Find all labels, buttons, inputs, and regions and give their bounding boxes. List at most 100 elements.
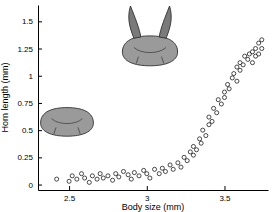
- x-tick-label: 2.5: [64, 194, 76, 203]
- point: [210, 119, 214, 123]
- point: [179, 165, 183, 169]
- point: [212, 106, 216, 110]
- y-tick-mark: [38, 157, 42, 158]
- point: [257, 52, 261, 56]
- y-tick-mark: [38, 130, 42, 131]
- y-tick-label: 0.75: [17, 99, 33, 108]
- y-axis-line: [38, 6, 39, 191]
- x-axis-title: Body size (mm): [122, 202, 185, 212]
- y-tick-mark: [38, 103, 42, 104]
- y-tick-mark: [38, 185, 42, 186]
- point: [191, 144, 195, 148]
- point: [95, 177, 99, 181]
- y-tick-label: 1.25: [17, 45, 33, 54]
- beetle-body: [122, 36, 177, 66]
- x-tick: 2.5: [64, 186, 76, 203]
- point: [157, 172, 161, 176]
- point: [111, 178, 115, 182]
- point: [198, 137, 202, 141]
- point: [241, 63, 245, 67]
- x-tick-label: 3.5: [219, 194, 231, 203]
- point: [132, 171, 136, 175]
- point: [226, 82, 230, 86]
- point: [194, 148, 198, 152]
- point: [243, 54, 247, 58]
- point: [145, 172, 149, 176]
- y-tick-label: 1: [29, 72, 34, 81]
- beetle-horns: [129, 6, 171, 38]
- point: [207, 123, 211, 127]
- y-tick: 1.5: [22, 17, 42, 26]
- beetle-detail: [134, 47, 166, 63]
- point: [114, 172, 118, 176]
- y-tick: 0.5: [22, 126, 42, 135]
- x-tick-mark: [224, 186, 225, 190]
- y-tick-label: 0: [29, 181, 34, 190]
- point: [163, 169, 167, 173]
- point: [219, 102, 223, 106]
- y-tick: 1.25: [17, 45, 42, 54]
- y-tick-mark: [38, 76, 42, 77]
- point: [246, 57, 250, 61]
- point: [83, 176, 87, 180]
- point: [129, 177, 133, 181]
- point: [222, 95, 226, 99]
- point: [215, 111, 219, 115]
- point: [101, 176, 105, 180]
- y-tick: 0.25: [17, 153, 42, 162]
- point: [232, 72, 236, 76]
- point: [222, 90, 226, 94]
- point: [235, 79, 239, 83]
- point: [98, 172, 102, 176]
- y-tick: 0: [29, 181, 42, 190]
- x-tick: 3: [145, 186, 150, 203]
- x-tick-mark: [69, 186, 70, 190]
- point: [250, 50, 254, 54]
- point: [87, 180, 91, 184]
- point: [216, 98, 220, 102]
- point: [117, 175, 121, 179]
- point: [260, 46, 264, 50]
- y-tick-label: 1.5: [22, 17, 34, 26]
- point: [137, 174, 141, 178]
- point: [191, 153, 195, 157]
- beetle-detail: [52, 119, 83, 134]
- point: [204, 134, 208, 138]
- point: [230, 76, 234, 80]
- x-tick: 3.5: [219, 186, 231, 203]
- point: [90, 174, 94, 178]
- point: [207, 115, 211, 119]
- point: [260, 38, 264, 42]
- point: [75, 177, 79, 181]
- point: [257, 41, 261, 45]
- y-tick-label: 0.25: [17, 153, 33, 162]
- beetle-illustration: [41, 108, 94, 137]
- point: [185, 159, 189, 163]
- x-axis: 2.5 3 3.5: [39, 186, 269, 203]
- point: [201, 128, 205, 132]
- beetle-illustration: [122, 6, 177, 66]
- point: [106, 174, 110, 178]
- x-axis-line: [39, 190, 269, 191]
- point: [182, 155, 186, 159]
- points: [55, 38, 264, 185]
- y-axis-title: Horn length (mm): [0, 62, 10, 132]
- point: [199, 141, 203, 145]
- point: [70, 174, 74, 178]
- point: [188, 150, 192, 154]
- chart: 2.5 3 3.5 0 0.25 0.5 0.75 1 1.25 1.5 Body size (mm…: [0, 0, 272, 212]
- y-tick: 1: [29, 72, 42, 81]
- point: [168, 163, 172, 167]
- x-tick-mark: [147, 186, 148, 190]
- point: [142, 168, 146, 172]
- point: [176, 161, 180, 165]
- point: [250, 61, 254, 65]
- point: [67, 179, 71, 183]
- point: [160, 166, 164, 170]
- y-tick-mark: [38, 49, 42, 50]
- y-axis: 0 0.25 0.5 0.75 1 1.25 1.5: [17, 6, 42, 191]
- point: [121, 169, 125, 173]
- point: [254, 46, 258, 50]
- point: [238, 68, 242, 72]
- y-tick: 0.75: [17, 99, 42, 108]
